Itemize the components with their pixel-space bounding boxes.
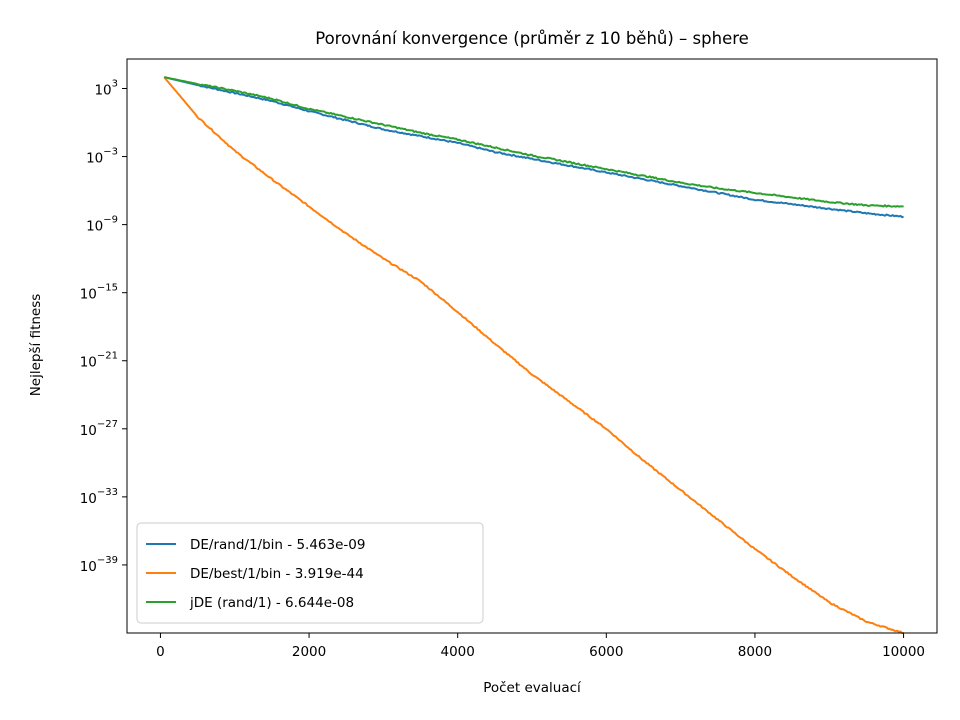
y-tick-label: 10−33 bbox=[80, 487, 118, 507]
x-tick-label: 10000 bbox=[882, 644, 925, 660]
legend-entry-2: DE/best/1/bin - 3.919e-44 bbox=[190, 566, 364, 582]
legend-entry-1: DE/rand/1/bin - 5.463e-09 bbox=[190, 537, 365, 553]
x-axis: 0 2000 4000 6000 8000 10000 bbox=[156, 633, 925, 660]
legend-entry-3: jDE (rand/1) - 6.644e-08 bbox=[189, 595, 354, 611]
y-tick-label: 10−21 bbox=[80, 351, 118, 371]
x-tick-label: 2000 bbox=[292, 644, 326, 660]
x-tick-label: 4000 bbox=[441, 644, 475, 660]
y-tick-label: 103 bbox=[94, 78, 118, 98]
x-tick-label: 6000 bbox=[589, 644, 623, 660]
y-tick-label: 10−9 bbox=[86, 215, 118, 235]
chart-title: Porovnání konvergence (průměr z 10 běhů)… bbox=[315, 29, 749, 48]
series-line-2 bbox=[163, 76, 904, 634]
y-tick-label: 10−27 bbox=[80, 419, 118, 439]
x-axis-label: Počet evaluací bbox=[483, 680, 582, 696]
y-axis: 103 10−3 10−9 10−15 10−21 10−27 10−33 10−39 bbox=[80, 78, 127, 575]
y-tick-label: 10−39 bbox=[80, 555, 118, 575]
plot-frame bbox=[126, 58, 938, 634]
series-line-3 bbox=[164, 76, 904, 208]
y-tick-label: 10−3 bbox=[86, 147, 118, 167]
plot-layer bbox=[126, 58, 938, 634]
x-tick-label: 0 bbox=[156, 644, 165, 660]
legend: DE/rand/1/bin - 5.463e-09 DE/best/1/bin -… bbox=[136, 522, 484, 624]
x-tick-label: 8000 bbox=[738, 644, 772, 660]
series-line-1 bbox=[163, 76, 904, 219]
legend-box bbox=[136, 522, 484, 624]
y-tick-label: 10−15 bbox=[80, 283, 118, 303]
y-axis-label: Nejlepší fitness bbox=[28, 294, 44, 397]
